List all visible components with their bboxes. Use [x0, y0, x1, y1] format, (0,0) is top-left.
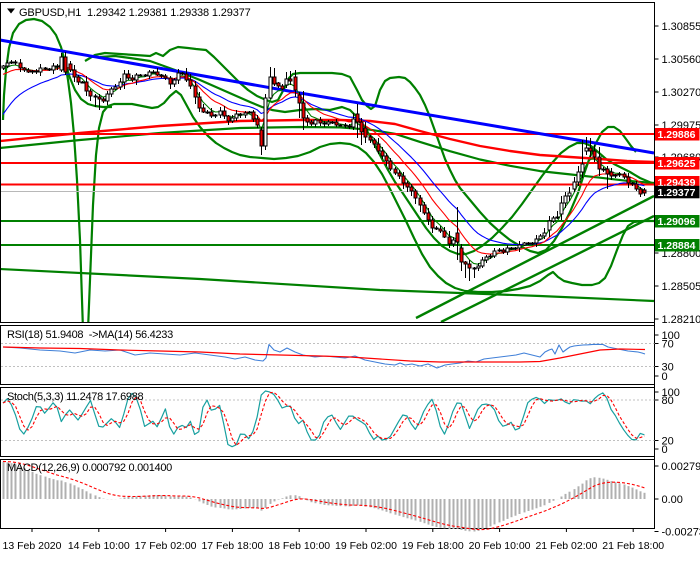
svg-text:1.29886: 1.29886 [658, 129, 696, 141]
svg-text:17 Feb 18:00: 17 Feb 18:00 [201, 540, 263, 552]
svg-text:70: 70 [662, 339, 674, 351]
svg-text:0.002793: 0.002793 [662, 461, 700, 473]
svg-text:GBPUSD,H1 1.29342 1.29381 1.2: GBPUSD,H1 1.29342 1.29381 1.29338 1.2937… [19, 7, 251, 19]
svg-text:-0.002734: -0.002734 [662, 527, 700, 539]
svg-text:18 Feb 10:00: 18 Feb 10:00 [268, 540, 330, 552]
svg-text:1.28884: 1.28884 [658, 240, 696, 252]
svg-text:MACD(12,26,9) 0.000792 0.00140: MACD(12,26,9) 0.000792 0.001400 [7, 462, 172, 474]
svg-text:1.30270: 1.30270 [662, 87, 700, 99]
svg-text:0.00: 0.00 [662, 494, 683, 506]
svg-text:1.29377: 1.29377 [658, 187, 696, 199]
svg-text:19 Feb 02:00: 19 Feb 02:00 [335, 540, 397, 552]
svg-text:1.30855: 1.30855 [662, 21, 700, 33]
svg-text:19 Feb 18:00: 19 Feb 18:00 [402, 540, 464, 552]
svg-text:1.28505: 1.28505 [662, 281, 700, 293]
svg-text:13 Feb 2020: 13 Feb 2020 [3, 540, 62, 552]
svg-text:RSI(18) 51.9408 ->MA(14) 56.4: RSI(18) 51.9408 ->MA(14) 56.4233 [7, 329, 173, 341]
svg-text:1.29096: 1.29096 [658, 216, 696, 228]
svg-text:Stoch(5,3,3) 11.2478 17.6988: Stoch(5,3,3) 11.2478 17.6988 [7, 391, 144, 403]
svg-text:1.29625: 1.29625 [658, 158, 696, 170]
svg-text:0: 0 [662, 371, 668, 383]
svg-text:1.30560: 1.30560 [662, 54, 700, 66]
svg-text:21 Feb 18:00: 21 Feb 18:00 [602, 540, 664, 552]
svg-text:17 Feb 02:00: 17 Feb 02:00 [135, 540, 197, 552]
svg-text:0: 0 [662, 444, 668, 456]
svg-text:14 Feb 10:00: 14 Feb 10:00 [68, 540, 130, 552]
svg-text:20 Feb 10:00: 20 Feb 10:00 [469, 540, 531, 552]
svg-text:80: 80 [662, 395, 674, 407]
svg-text:21 Feb 02:00: 21 Feb 02:00 [535, 540, 597, 552]
svg-text:1.28210: 1.28210 [662, 314, 700, 326]
